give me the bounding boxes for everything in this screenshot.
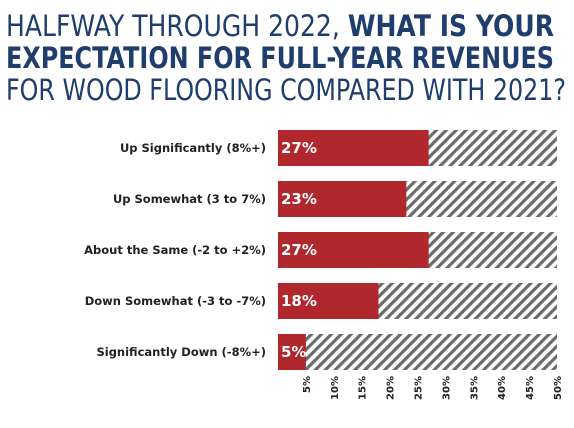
chart-title: EXPECTATION FOR FULL-YEAR REVENUES: [6, 41, 554, 75]
x-tick-label: 30%: [441, 376, 452, 400]
title-segment: HALFWAY THROUGH 2022,: [6, 9, 348, 43]
chart-title: FOR WOOD FLOORING COMPARED WITH 2021?: [6, 73, 566, 107]
x-tick-label: 35%: [469, 376, 480, 400]
title-segment: WHAT IS YOUR: [348, 9, 554, 43]
category-label: Up Somewhat (3 to 7%): [113, 192, 266, 206]
x-tick-label: 40%: [497, 376, 508, 400]
x-tick-label: 45%: [525, 376, 536, 400]
bar: [278, 283, 379, 319]
category-label: Up Significantly (8%+): [120, 141, 266, 155]
value-label: 27%: [281, 241, 317, 259]
value-label: 23%: [281, 190, 317, 208]
bar: [278, 130, 429, 166]
bar-background: [278, 334, 557, 370]
value-label: 27%: [281, 139, 317, 157]
category-label: Significantly Down (-8%+): [96, 345, 266, 359]
bar: [278, 334, 306, 370]
title-segment: EXPECTATION FOR FULL-YEAR REVENUES: [6, 41, 554, 75]
chart-title: HALFWAY THROUGH 2022, WHAT IS YOUR: [6, 9, 554, 43]
category-label: Down Somewhat (-3 to -7%): [85, 294, 266, 308]
category-label: About the Same (-2 to +2%): [84, 243, 266, 257]
bar: [278, 181, 407, 217]
x-tick-label: 25%: [414, 376, 425, 400]
x-tick-label: 10%: [330, 376, 341, 400]
value-label: 18%: [281, 292, 317, 310]
x-tick-label: 20%: [386, 376, 397, 400]
x-tick-label: 50%: [553, 376, 564, 400]
bar: [278, 232, 429, 268]
title-segment: FOR WOOD FLOORING COMPARED WITH 2021?: [6, 73, 566, 107]
value-label: 5%: [281, 343, 306, 361]
x-tick-label: 15%: [358, 376, 369, 400]
x-tick-label: 5%: [302, 376, 313, 393]
